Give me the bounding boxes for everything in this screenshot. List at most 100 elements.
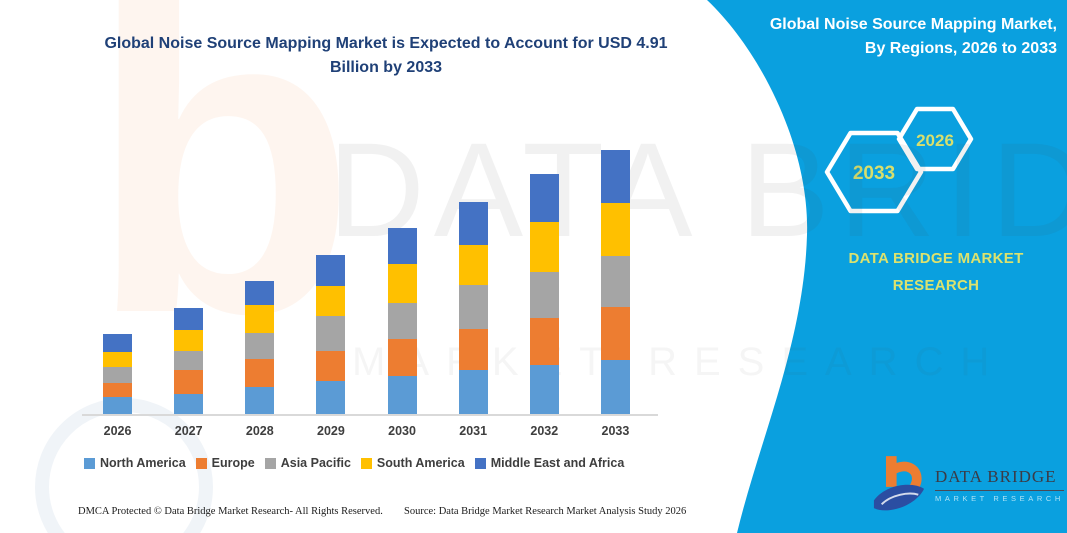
data-bridge-logo: DATA BRIDGE MARKET RESEARCH	[872, 455, 1064, 515]
segment-europe-2030	[387, 339, 417, 377]
chart-title: Global Noise Source Mapping Market is Ex…	[46, 32, 726, 80]
logo-text: DATA BRIDGE MARKET RESEARCH	[935, 467, 1064, 503]
legend-item-south-america: South America	[360, 456, 465, 470]
data-bridge-logo-icon	[873, 456, 925, 511]
panel-title-line1: Global Noise Source Mapping Market,	[769, 16, 1057, 33]
segment-north-america-2026	[103, 396, 133, 414]
segment-middle-east-and-africa-2032	[529, 174, 559, 222]
x-axis-label-2027: 2027	[174, 424, 203, 438]
x-axis-label-2029: 2029	[317, 424, 345, 438]
hexagon-2033-label: 2033	[853, 163, 895, 184]
segment-north-america-2033	[600, 359, 630, 414]
segment-north-america-2031	[458, 369, 488, 414]
panel-title-line2: By Regions, 2026 to 2033	[864, 40, 1057, 57]
segment-south-america-2033	[600, 202, 630, 256]
legend-swatch-south-america	[360, 457, 372, 469]
hexagon-2033	[824, 130, 924, 214]
segment-south-america-2028	[245, 305, 275, 334]
panel-title: Global Noise Source Mapping Market, By R…	[727, 13, 1057, 61]
segment-north-america-2030	[387, 376, 417, 414]
segment-asia-pacific-2032	[529, 271, 559, 319]
legend-label-asia-pacific: Asia Pacific	[280, 456, 351, 470]
segment-south-america-2027	[174, 329, 204, 352]
segment-north-america-2029	[316, 380, 346, 414]
stacked-bar-2027	[174, 308, 204, 414]
chart-title-line2: Billion by 2033	[329, 59, 443, 76]
legend-swatch-north-america	[84, 457, 95, 469]
segment-south-america-2032	[529, 221, 559, 272]
segment-asia-pacific-2030	[387, 302, 417, 340]
hexagon-2026	[896, 106, 974, 172]
panel-brand-line2: RESEARCH	[892, 277, 980, 294]
bar-slot-2031	[438, 144, 509, 414]
segment-north-america-2027	[174, 394, 204, 414]
bar-slot-2032	[509, 144, 580, 414]
legend-swatch-asia-pacific	[264, 457, 276, 469]
segment-europe-2033	[600, 307, 630, 360]
segment-south-america-2030	[387, 264, 417, 303]
x-axis-label-2033: 2033	[601, 424, 630, 438]
segment-asia-pacific-2033	[600, 255, 630, 308]
segment-middle-east-and-africa-2030	[387, 228, 417, 265]
x-axis-label-2026: 2026	[103, 424, 132, 438]
segment-middle-east-and-africa-2028	[245, 280, 275, 306]
segment-europe-2031	[458, 329, 488, 370]
segment-middle-east-and-africa-2031	[458, 202, 488, 245]
legend-label-middle-east-and-africa: Middle East and Africa	[490, 456, 625, 470]
x-axis-label-2031: 2031	[459, 424, 488, 438]
segment-europe-2029	[316, 350, 346, 381]
segment-south-america-2029	[316, 286, 346, 317]
legend-swatch-europe	[195, 457, 207, 469]
footer-copyright: DMCA Protected © Data Bridge Market Rese…	[78, 506, 383, 517]
bar-slot-2028	[224, 144, 295, 414]
footer-source: Source: Data Bridge Market Research Mark…	[404, 506, 687, 517]
x-axis-label-2032: 2032	[530, 424, 559, 438]
logo-title: DATA BRIDGE	[935, 467, 1064, 491]
hexagon-2026-label: 2026	[916, 131, 954, 150]
segment-asia-pacific-2031	[458, 284, 488, 330]
segment-europe-2027	[174, 369, 204, 395]
blue-panel-shape	[707, 0, 1067, 533]
panel-brand-line1: DATA BRIDGE MARKET	[848, 250, 1024, 267]
blue-side-panel: 2033 2026	[707, 0, 1067, 533]
legend-label-europe: Europe	[211, 456, 255, 470]
x-axis-labels: 2026 2027 2028 2029 2030 2031 2032 2033	[82, 424, 651, 438]
chart-legend: North America Europe Asia Pacific South Ame…	[84, 456, 684, 470]
stacked-bar-2029	[316, 254, 346, 414]
segment-middle-east-and-africa-2029	[316, 254, 346, 287]
segment-europe-2028	[245, 358, 275, 388]
segment-middle-east-and-africa-2026	[103, 333, 133, 352]
legend-item-north-america: North America	[84, 456, 186, 470]
x-axis-label-2028: 2028	[245, 424, 274, 438]
segment-south-america-2026	[103, 351, 133, 368]
stacked-bar-2028	[245, 280, 275, 414]
panel-brand-text: DATA BRIDGE MARKET RESEARCH	[836, 245, 1036, 299]
stacked-bar-2033	[600, 150, 630, 414]
chart-title-line1: Global Noise Source Mapping Market is Ex…	[104, 35, 668, 52]
stacked-bar-2031	[458, 202, 488, 414]
bar-slot-2033	[580, 144, 651, 414]
segment-asia-pacific-2029	[316, 316, 346, 351]
segment-middle-east-and-africa-2027	[174, 308, 204, 330]
segment-north-america-2028	[245, 387, 275, 414]
legend-label-north-america: North America	[100, 456, 186, 470]
stacked-bar-chart	[82, 144, 658, 416]
x-axis-label-2030: 2030	[388, 424, 416, 438]
segment-asia-pacific-2026	[103, 367, 133, 383]
segment-europe-2032	[529, 318, 559, 366]
legend-item-europe: Europe	[195, 456, 255, 470]
segment-north-america-2032	[529, 365, 559, 414]
segment-asia-pacific-2028	[245, 333, 275, 359]
stacked-bar-2032	[529, 174, 559, 414]
bar-slot-2026	[82, 144, 153, 414]
logo-subtitle: MARKET RESEARCH	[935, 494, 1064, 503]
legend-label-south-america: South America	[376, 456, 465, 470]
stacked-bar-2030	[387, 228, 417, 414]
bar-slot-2030	[367, 144, 438, 414]
legend-item-asia-pacific: Asia Pacific	[264, 456, 351, 470]
segment-middle-east-and-africa-2033	[600, 150, 630, 203]
segment-europe-2026	[103, 382, 133, 397]
segment-asia-pacific-2027	[174, 351, 204, 370]
bars-container	[82, 144, 651, 414]
